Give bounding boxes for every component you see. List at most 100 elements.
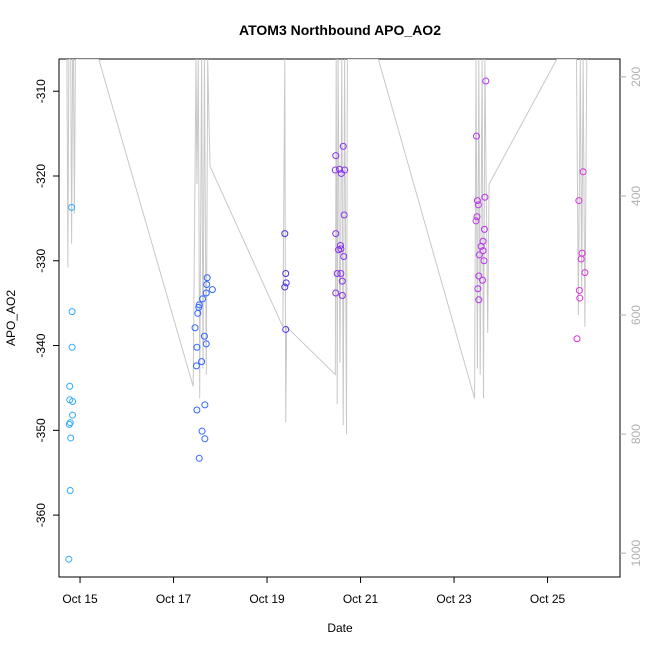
data-point xyxy=(475,272,483,280)
data-point xyxy=(331,166,339,174)
data-point xyxy=(579,168,587,176)
data-point xyxy=(575,286,583,294)
data-point xyxy=(66,419,74,427)
data-point xyxy=(191,324,199,332)
data-point xyxy=(575,197,583,205)
data-point xyxy=(200,332,208,340)
plot-frame xyxy=(58,58,621,578)
data-point xyxy=(65,555,73,563)
data-point xyxy=(473,197,481,205)
x-tick-label: Oct 25 xyxy=(530,592,566,606)
y2-tick-label: 400 xyxy=(629,186,643,206)
data-point xyxy=(202,289,210,297)
data-point xyxy=(473,213,481,221)
data-point xyxy=(337,269,345,277)
x-tick-label: Oct 17 xyxy=(156,592,192,606)
data-point xyxy=(573,335,581,343)
data-point xyxy=(195,454,203,462)
data-point xyxy=(199,295,207,303)
data-point xyxy=(68,343,76,351)
data-point xyxy=(282,279,290,287)
y-tick-label: -330 xyxy=(34,248,48,272)
y-tick-label: -320 xyxy=(34,164,48,188)
data-point xyxy=(193,406,201,414)
data-point xyxy=(202,340,210,348)
x-tick-label: Oct 19 xyxy=(249,592,285,606)
y-tick-label: -310 xyxy=(34,79,48,103)
data-point xyxy=(576,294,584,302)
data-point xyxy=(338,292,346,300)
y2-axis: 200 400 600 800 1000 xyxy=(620,67,643,567)
data-point xyxy=(198,358,206,366)
data-point xyxy=(203,274,211,282)
data-point xyxy=(333,269,341,277)
x-tick-label: Oct 21 xyxy=(343,592,379,606)
y-tick-label: -360 xyxy=(34,503,48,527)
chart-title: ATOM3 Northbound APO_AO2 xyxy=(239,22,441,38)
altitude-trace-line xyxy=(66,59,588,435)
plot-border xyxy=(58,58,621,578)
altitude-trace-layer xyxy=(66,59,588,435)
data-point xyxy=(472,217,480,225)
data-point xyxy=(481,193,489,201)
data-point xyxy=(338,277,346,285)
data-point xyxy=(339,142,347,150)
data-point xyxy=(475,296,483,304)
data-point xyxy=(341,166,349,174)
data-point xyxy=(479,237,487,245)
data-point xyxy=(336,242,344,250)
data-point xyxy=(332,230,340,238)
data-point xyxy=(479,276,487,284)
data-point xyxy=(201,401,209,409)
data-point xyxy=(281,283,289,291)
data-point xyxy=(201,435,209,443)
y-tick-label: -340 xyxy=(34,333,48,357)
data-point xyxy=(340,211,348,219)
data-point xyxy=(208,286,216,294)
y-axis-label: APO_AO2 xyxy=(4,290,18,346)
data-point xyxy=(479,247,487,255)
data-point xyxy=(332,152,340,160)
x-axis-label: Date xyxy=(327,621,353,635)
x-axis: Oct 15 Oct 17 Oct 19 Oct 21 Oct 23 Oct 25 xyxy=(62,577,566,606)
data-point xyxy=(195,301,203,309)
data-point xyxy=(475,251,483,259)
data-point xyxy=(480,257,488,265)
y-tick-label: -350 xyxy=(34,418,48,442)
y2-tick-label: 600 xyxy=(629,305,643,325)
data-point xyxy=(578,249,586,257)
data-point xyxy=(282,325,290,333)
y2-tick-label: 1000 xyxy=(629,540,643,567)
data-points-layer xyxy=(65,77,589,563)
y2-tick-label: 200 xyxy=(629,67,643,87)
data-point xyxy=(340,253,348,261)
data-point xyxy=(336,165,343,173)
data-point xyxy=(69,398,77,406)
data-point xyxy=(282,269,290,277)
data-point xyxy=(474,201,482,209)
data-point xyxy=(332,289,340,297)
y-axis: -310 -320 -330 -340 -350 -360 xyxy=(34,79,59,527)
data-point xyxy=(68,308,76,316)
data-point xyxy=(67,434,75,442)
data-point xyxy=(482,77,490,85)
data-point xyxy=(69,411,77,419)
data-point xyxy=(192,362,200,370)
data-point xyxy=(480,225,488,233)
data-point xyxy=(66,382,74,390)
data-point xyxy=(193,343,201,351)
data-point xyxy=(198,427,206,435)
data-point xyxy=(203,281,211,289)
x-tick-label: Oct 23 xyxy=(436,592,472,606)
data-point xyxy=(195,303,203,311)
x-tick-label: Oct 15 xyxy=(62,592,98,606)
data-point xyxy=(281,230,289,238)
data-point xyxy=(581,269,589,277)
data-point xyxy=(66,487,74,495)
data-point xyxy=(337,245,345,253)
data-point xyxy=(474,285,482,293)
data-point xyxy=(472,132,480,140)
y2-tick-label: 800 xyxy=(629,424,643,444)
data-point xyxy=(68,203,76,211)
